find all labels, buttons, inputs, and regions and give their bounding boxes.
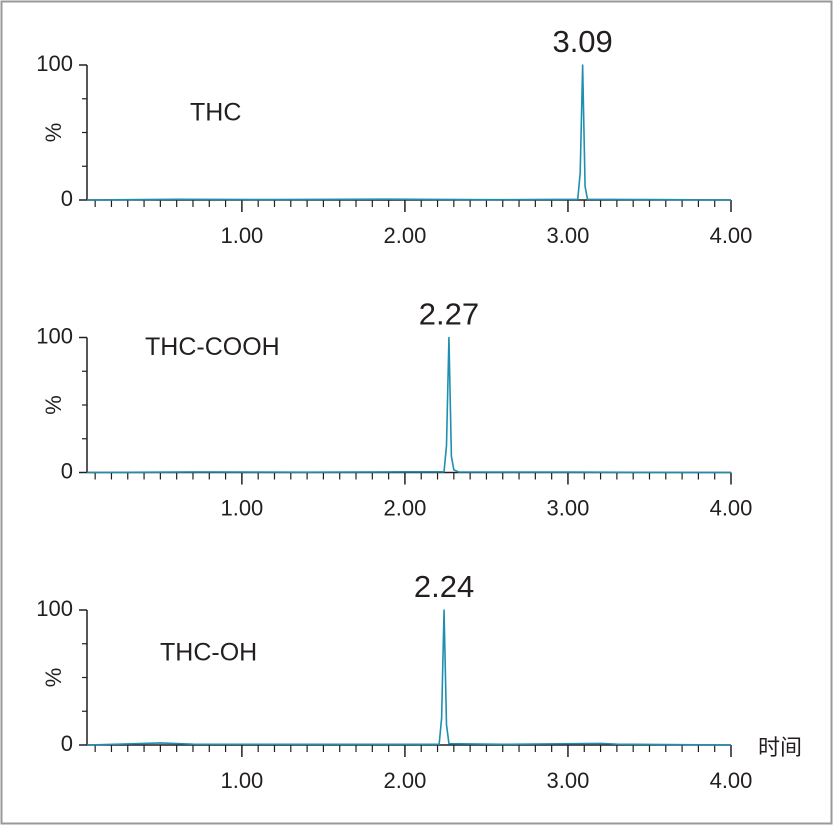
y-axis-label: % [41, 668, 66, 688]
x-tick-label: 3.00 [547, 768, 590, 793]
y-tick-label: 100 [36, 596, 73, 621]
compound-label: THC-OH [160, 639, 257, 667]
y-tick-label: 100 [36, 323, 73, 348]
trace-line [86, 336, 732, 474]
x-tick-label: 3.00 [547, 495, 590, 520]
x-tick-label: 4.00 [710, 223, 753, 248]
x-tick-label: 2.00 [384, 768, 427, 793]
chromatogram-panel: 0 100 1.00 2.00 3.00 4.00% 时间 THC-OH 2.24 [36, 569, 802, 793]
y-tick-label: 100 [36, 51, 73, 76]
chromatogram-panel: 0 100 1.00 2.00 3.00 4.00% THC 3.09 [36, 24, 752, 248]
peak-label: 2.27 [419, 297, 479, 332]
y-tick-label: 0 [61, 186, 73, 211]
y-tick-label: 0 [61, 731, 73, 756]
y-tick-label: 0 [61, 458, 73, 483]
x-tick-label: 4.00 [710, 495, 753, 520]
x-tick-label: 1.00 [220, 495, 263, 520]
y-axis-label: % [41, 395, 66, 415]
x-axis-label: 时间 [758, 735, 802, 760]
trace-line [86, 609, 732, 746]
x-tick-label: 1.00 [220, 768, 263, 793]
peak-label: 3.09 [552, 24, 612, 59]
x-tick-label: 2.00 [384, 223, 427, 248]
peak-label: 2.24 [414, 569, 474, 604]
x-tick-label: 1.00 [220, 223, 263, 248]
trace-line [86, 64, 732, 201]
chromatogram-panel: 0 100 1.00 2.00 3.00 4.00% THC-COOH 2.27 [36, 297, 752, 521]
x-tick-label: 2.00 [384, 495, 427, 520]
x-tick-label: 3.00 [547, 223, 590, 248]
x-tick-label: 4.00 [710, 768, 753, 793]
compound-label: THC [190, 99, 241, 127]
compound-label: THC-COOH [145, 333, 280, 361]
y-axis-label: % [41, 123, 66, 143]
